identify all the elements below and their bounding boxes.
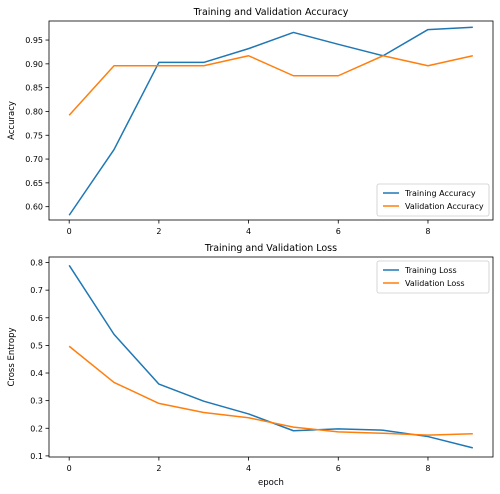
plot-frame — [48, 256, 494, 458]
y-tick-label: 0.3 — [30, 397, 43, 406]
series-line-training — [68, 26, 473, 216]
x-axis-label: epoch — [258, 478, 284, 488]
legend-label: Validation Loss — [405, 279, 465, 288]
x-tick-label: 6 — [336, 227, 341, 236]
y-tick-label: 0.95 — [25, 36, 43, 45]
legend-label: Training Accuracy — [404, 189, 476, 198]
x-tick-label: 2 — [156, 227, 161, 236]
y-tick-label: 0.60 — [25, 203, 43, 212]
y-tick-label: 0.65 — [25, 179, 43, 188]
y-tick-label: 0.80 — [25, 107, 43, 116]
y-tick-label: 0.4 — [30, 369, 43, 378]
y-tick-label: 0.70 — [25, 155, 43, 164]
x-tick-label: 4 — [246, 227, 251, 236]
x-tick-label: 0 — [67, 227, 72, 236]
loss-chart: Training and Validation Loss 0.1 0.2 0.3 0.4… — [7, 243, 494, 488]
chart-title: Training and Validation Accuracy — [193, 7, 349, 18]
legend: Training Loss Validation Loss — [376, 260, 490, 294]
legend: Training Accuracy Validation Accuracy — [376, 183, 490, 217]
x-tick-label: 6 — [336, 464, 341, 473]
plot-frame — [48, 20, 494, 221]
y-tick-label: 0.8 — [30, 259, 43, 268]
x-tick-label: 8 — [425, 227, 430, 236]
y-tick-label: 0.75 — [25, 131, 43, 140]
y-tick-label: 0.6 — [30, 314, 43, 323]
x-tick-label: 0 — [67, 464, 72, 473]
series-line-validation — [68, 345, 473, 436]
y-axis-label: Cross Entropy — [7, 327, 17, 386]
y-tick-label: 0.5 — [30, 341, 43, 350]
series-line-validation — [68, 55, 473, 116]
y-tick-label: 0.7 — [30, 286, 43, 295]
x-tick-label: 8 — [425, 464, 430, 473]
y-tick-label: 0.2 — [30, 424, 43, 433]
y-tick-label: 0.85 — [25, 84, 43, 93]
legend-box — [376, 260, 490, 294]
y-tick-label: 0.90 — [25, 60, 43, 69]
y-tick-label: 0.1 — [30, 452, 43, 461]
x-tick-label: 4 — [246, 464, 251, 473]
x-tick-label: 2 — [156, 464, 161, 473]
legend-box — [376, 183, 490, 217]
accuracy-chart: Training and Validation Accuracy 0.60 0.65… — [7, 7, 494, 236]
legend-label: Validation Accuracy — [405, 202, 484, 211]
chart-title: Training and Validation Loss — [204, 243, 337, 254]
y-axis-label: Accuracy — [7, 101, 17, 140]
legend-label: Training Loss — [404, 266, 457, 275]
